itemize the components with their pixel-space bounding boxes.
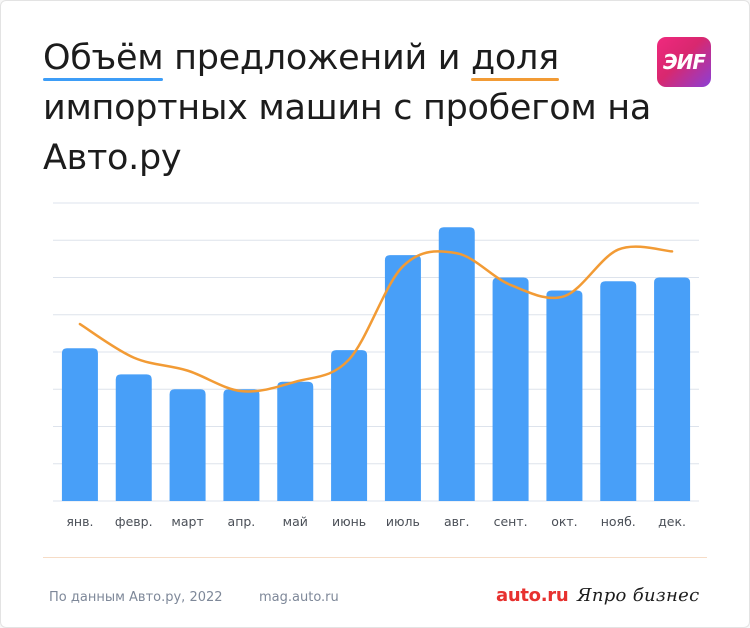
- x-tick-label: дек.: [658, 514, 686, 529]
- auto-ru-logo: auto.ru: [496, 585, 569, 606]
- x-tick-label: июнь: [332, 514, 366, 529]
- site-link[interactable]: mag.auto.ru: [259, 590, 339, 605]
- title-text-1: предложений и: [163, 38, 471, 78]
- x-tick-label: март: [171, 514, 203, 529]
- title-text-2: импортных машин с пробегом на Авто.ру: [43, 88, 652, 178]
- x-tick-label: апр.: [228, 514, 256, 529]
- x-tick-label: нояб.: [601, 514, 636, 529]
- publisher-logo: ЭИF: [657, 37, 711, 87]
- x-axis-labels: янв. февр. март апр. май июнь июль авг. сент. окт…: [66, 514, 686, 529]
- x-tick-label: сент.: [494, 514, 528, 529]
- x-tick-label: февр.: [115, 514, 153, 529]
- x-tick-label: июль: [386, 514, 420, 529]
- x-tick-label: май: [283, 514, 308, 529]
- bar-1: [61, 348, 98, 501]
- bar-3: [169, 389, 206, 501]
- share-line: [78, 245, 674, 393]
- title-highlight-volume: Объём: [43, 33, 164, 83]
- bar-10: [546, 290, 583, 501]
- bar-11: [600, 281, 637, 501]
- bars: [61, 227, 691, 501]
- bar-12: [654, 277, 691, 501]
- pro-business-logo: Япро бизнес: [577, 585, 700, 606]
- x-tick-label: окт.: [551, 514, 577, 529]
- bar-2: [115, 374, 152, 501]
- bar-4: [223, 389, 260, 501]
- bar-8: [438, 227, 475, 501]
- footer-divider: [43, 557, 707, 558]
- source-note: По данным Авто.ру, 2022: [49, 590, 223, 605]
- share-line-path: [78, 245, 674, 393]
- x-tick-label: янв.: [66, 514, 93, 529]
- bar-7: [384, 255, 421, 501]
- bar-6: [331, 350, 368, 501]
- bar-9: [492, 277, 529, 501]
- title-highlight-share: доля: [471, 33, 559, 83]
- bar-5: [277, 381, 314, 501]
- page-title: Объём предложений и доля импортных машин…: [43, 33, 663, 183]
- grid-lines: [53, 202, 699, 502]
- x-tick-label: авг.: [444, 514, 470, 529]
